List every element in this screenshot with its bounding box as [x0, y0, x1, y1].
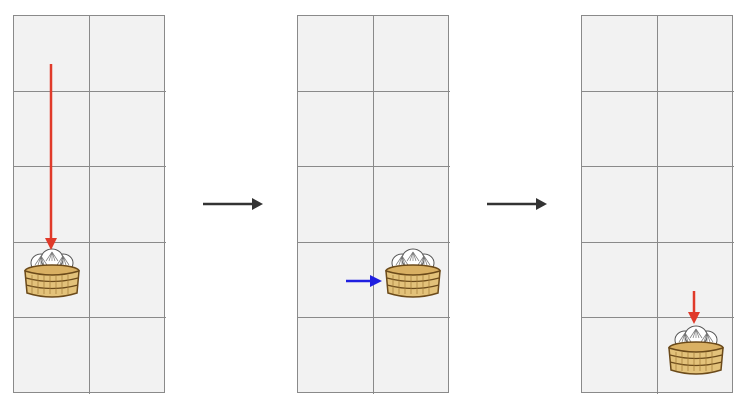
board-cell: [374, 318, 450, 394]
board-cell: [582, 242, 658, 319]
board-cell: [90, 16, 166, 92]
board-cell: [14, 16, 90, 92]
board-cell: [90, 318, 166, 394]
board-cell: [14, 242, 90, 319]
board-cell: [582, 91, 658, 168]
board-cell: [90, 167, 166, 243]
board-cell: [298, 167, 374, 243]
board-cell: [14, 318, 90, 394]
board-cell: [298, 318, 374, 394]
board-cell: [374, 167, 450, 243]
board-cell: [658, 167, 734, 243]
board-cell: [90, 92, 166, 168]
board-cell: [658, 318, 734, 394]
board-cell: [582, 167, 658, 243]
board-cell: [374, 16, 450, 92]
board-cell: [582, 16, 658, 92]
game-board-2: [297, 15, 450, 394]
board-cell: [582, 318, 658, 394]
board-cell: [374, 92, 450, 168]
board-cell: [298, 91, 374, 168]
board-cell: [90, 243, 166, 319]
board-cell: [298, 16, 374, 92]
board-cell: [14, 91, 90, 168]
game-board-1: [13, 15, 166, 394]
board-cell: [658, 243, 734, 319]
game-board-3: [581, 15, 734, 394]
board-cell: [298, 242, 374, 319]
board-cell: [374, 243, 450, 319]
board-cell: [658, 16, 734, 92]
board-cell: [658, 92, 734, 168]
board-cell: [14, 167, 90, 243]
step-arrow-1: [203, 198, 263, 210]
step-arrow-2: [487, 198, 547, 210]
